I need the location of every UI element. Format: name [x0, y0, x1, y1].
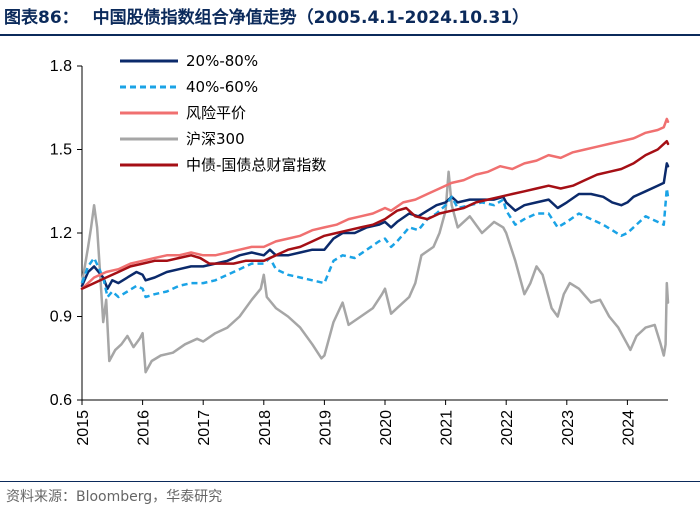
title-rule [0, 34, 700, 36]
x-tick-label: 2021 [439, 410, 456, 446]
series-layer [80, 117, 670, 374]
x-tick-label: 2017 [196, 410, 213, 446]
series-line-2 [80, 187, 670, 299]
figure-label: 图表86： [4, 8, 79, 28]
x-tick-label: 2019 [317, 410, 334, 446]
x-tick-label: 2024 [620, 410, 637, 446]
series-line-3 [80, 117, 670, 290]
figure-title-text: 中国股债指数组合净值走势（2005.4.1-2024.10.31） [92, 8, 530, 28]
legend-label: 中债-国债总财富指数 [186, 156, 326, 174]
x-tick-label: 2018 [257, 410, 274, 446]
legend-label: 风险平价 [186, 104, 246, 122]
x-tick-label: 2016 [136, 410, 153, 446]
y-tick-label: 1.2 [50, 225, 72, 242]
legend-label: 沪深300 [186, 130, 245, 148]
series-line-1 [80, 162, 670, 290]
x-axis: 2015 2016 2017 2018 2019 2020 2021 2022 2023 2024 [75, 399, 668, 446]
series-line-5 [80, 139, 670, 290]
x-tick-label: 2022 [499, 410, 516, 446]
x-tick-label: 2020 [378, 410, 395, 446]
x-tick-label: 2023 [560, 410, 577, 446]
line-chart: 0.6 0.9 1.2 1.5 1.8 2015 2016 2017 2018 2019 2020… [50, 52, 670, 446]
x-tick-label: 2015 [75, 410, 92, 446]
legend-label: 40%-60% [186, 78, 258, 96]
y-tick-label: 0.6 [50, 392, 72, 409]
source-note: 资料来源：Bloomberg，华泰研究 [6, 489, 223, 505]
series-line-4 [80, 170, 670, 374]
y-tick-label: 1.5 [50, 142, 72, 159]
legend-label: 20%-80% [186, 52, 258, 70]
y-axis: 0.6 0.9 1.2 1.5 1.8 [50, 58, 83, 409]
y-tick-label: 0.9 [50, 309, 72, 326]
source-rule [0, 481, 700, 482]
figure-title: 图表86： 中国股债指数组合净值走势（2005.4.1-2024.10.31） [4, 4, 529, 32]
y-tick-label: 1.8 [50, 58, 72, 75]
